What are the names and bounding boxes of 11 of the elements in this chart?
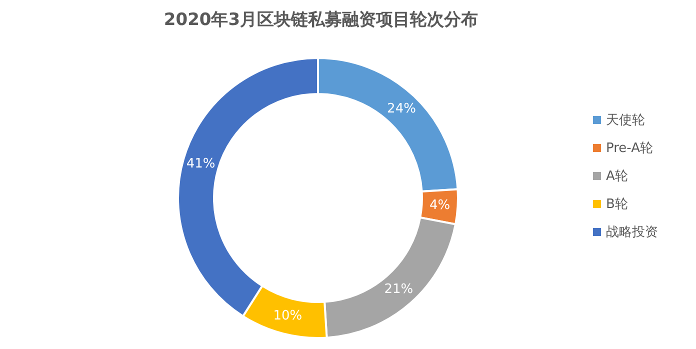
- legend-label: B轮: [606, 196, 628, 212]
- legend-label: 天使轮: [606, 112, 645, 128]
- data-label: 24%: [387, 102, 416, 117]
- legend-label: Pre-A轮: [606, 140, 653, 156]
- data-label: 10%: [273, 308, 302, 324]
- legend-label: A轮: [606, 168, 628, 184]
- data-label: 4%: [429, 198, 450, 214]
- data-label: 21%: [384, 282, 414, 298]
- data-label: 41%: [186, 156, 216, 172]
- chart-title: 2020年3月区块链私募融资项目轮次分布: [162, 9, 480, 31]
- legend-label: 战略投资: [606, 224, 658, 240]
